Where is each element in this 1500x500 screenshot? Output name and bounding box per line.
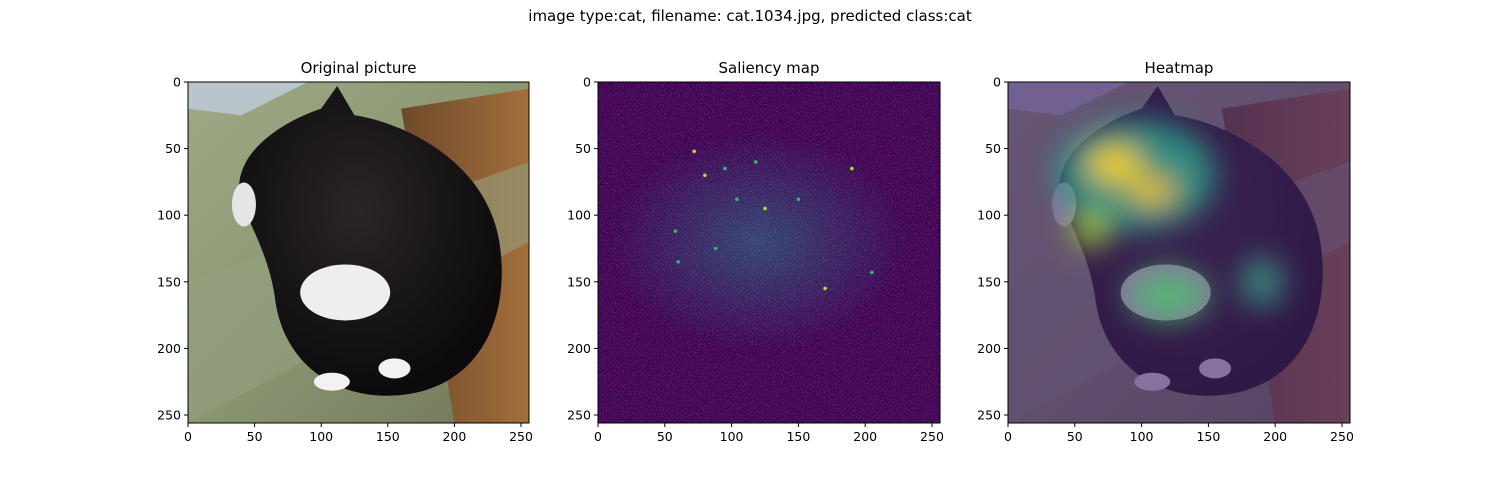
- x-tick-label: 200: [853, 429, 877, 444]
- y-tick-label: 100: [157, 208, 181, 223]
- x-tick-label: 50: [657, 429, 673, 444]
- y-tick-label: 0: [993, 75, 1001, 90]
- y-tick-label: 250: [567, 408, 591, 423]
- y-tick-label: 0: [173, 75, 181, 90]
- axes-frame: [597, 81, 941, 424]
- axes-frame: [187, 81, 530, 424]
- y-tick-label: 200: [977, 341, 1001, 356]
- figure-suptitle: image type:cat, filename: cat.1034.jpg, …: [528, 7, 972, 25]
- y-tick-label: 150: [157, 274, 181, 289]
- y-tick-label: 100: [977, 208, 1001, 223]
- x-tick-label: 150: [376, 429, 400, 444]
- y-tick-label: 100: [567, 208, 591, 223]
- y-tick-label: 50: [165, 141, 181, 156]
- x-tick-label: 100: [720, 429, 744, 444]
- image-photo: [188, 82, 529, 423]
- y-tick-label: 50: [985, 141, 1001, 156]
- x-tick-label: 0: [184, 429, 192, 444]
- image-saliency: [598, 82, 940, 423]
- x-tick-label: 100: [309, 429, 333, 444]
- y-tick-label: 0: [583, 75, 591, 90]
- y-tick-label: 200: [567, 341, 591, 356]
- x-tick-label: 0: [1004, 429, 1012, 444]
- subplot-title: Heatmap: [1145, 59, 1214, 77]
- subplot-title: Original picture: [301, 59, 417, 77]
- y-tick-label: 150: [567, 274, 591, 289]
- x-tick-label: 250: [920, 429, 944, 444]
- x-tick-label: 0: [594, 429, 602, 444]
- subplot-title: Saliency map: [718, 59, 819, 77]
- y-tick-label: 50: [575, 141, 591, 156]
- x-tick-label: 150: [786, 429, 810, 444]
- x-tick-label: 150: [1196, 429, 1220, 444]
- x-tick-label: 200: [1263, 429, 1287, 444]
- y-tick-label: 200: [157, 341, 181, 356]
- x-tick-label: 250: [1330, 429, 1354, 444]
- x-tick-label: 100: [1130, 429, 1154, 444]
- x-tick-label: 250: [509, 429, 533, 444]
- x-tick-label: 200: [442, 429, 466, 444]
- y-tick-label: 250: [977, 408, 1001, 423]
- x-tick-label: 50: [1067, 429, 1083, 444]
- y-tick-label: 150: [977, 274, 1001, 289]
- image-overlay: [1008, 82, 1350, 423]
- y-tick-label: 250: [157, 408, 181, 423]
- axes-frame: [1007, 81, 1351, 424]
- x-tick-label: 50: [247, 429, 263, 444]
